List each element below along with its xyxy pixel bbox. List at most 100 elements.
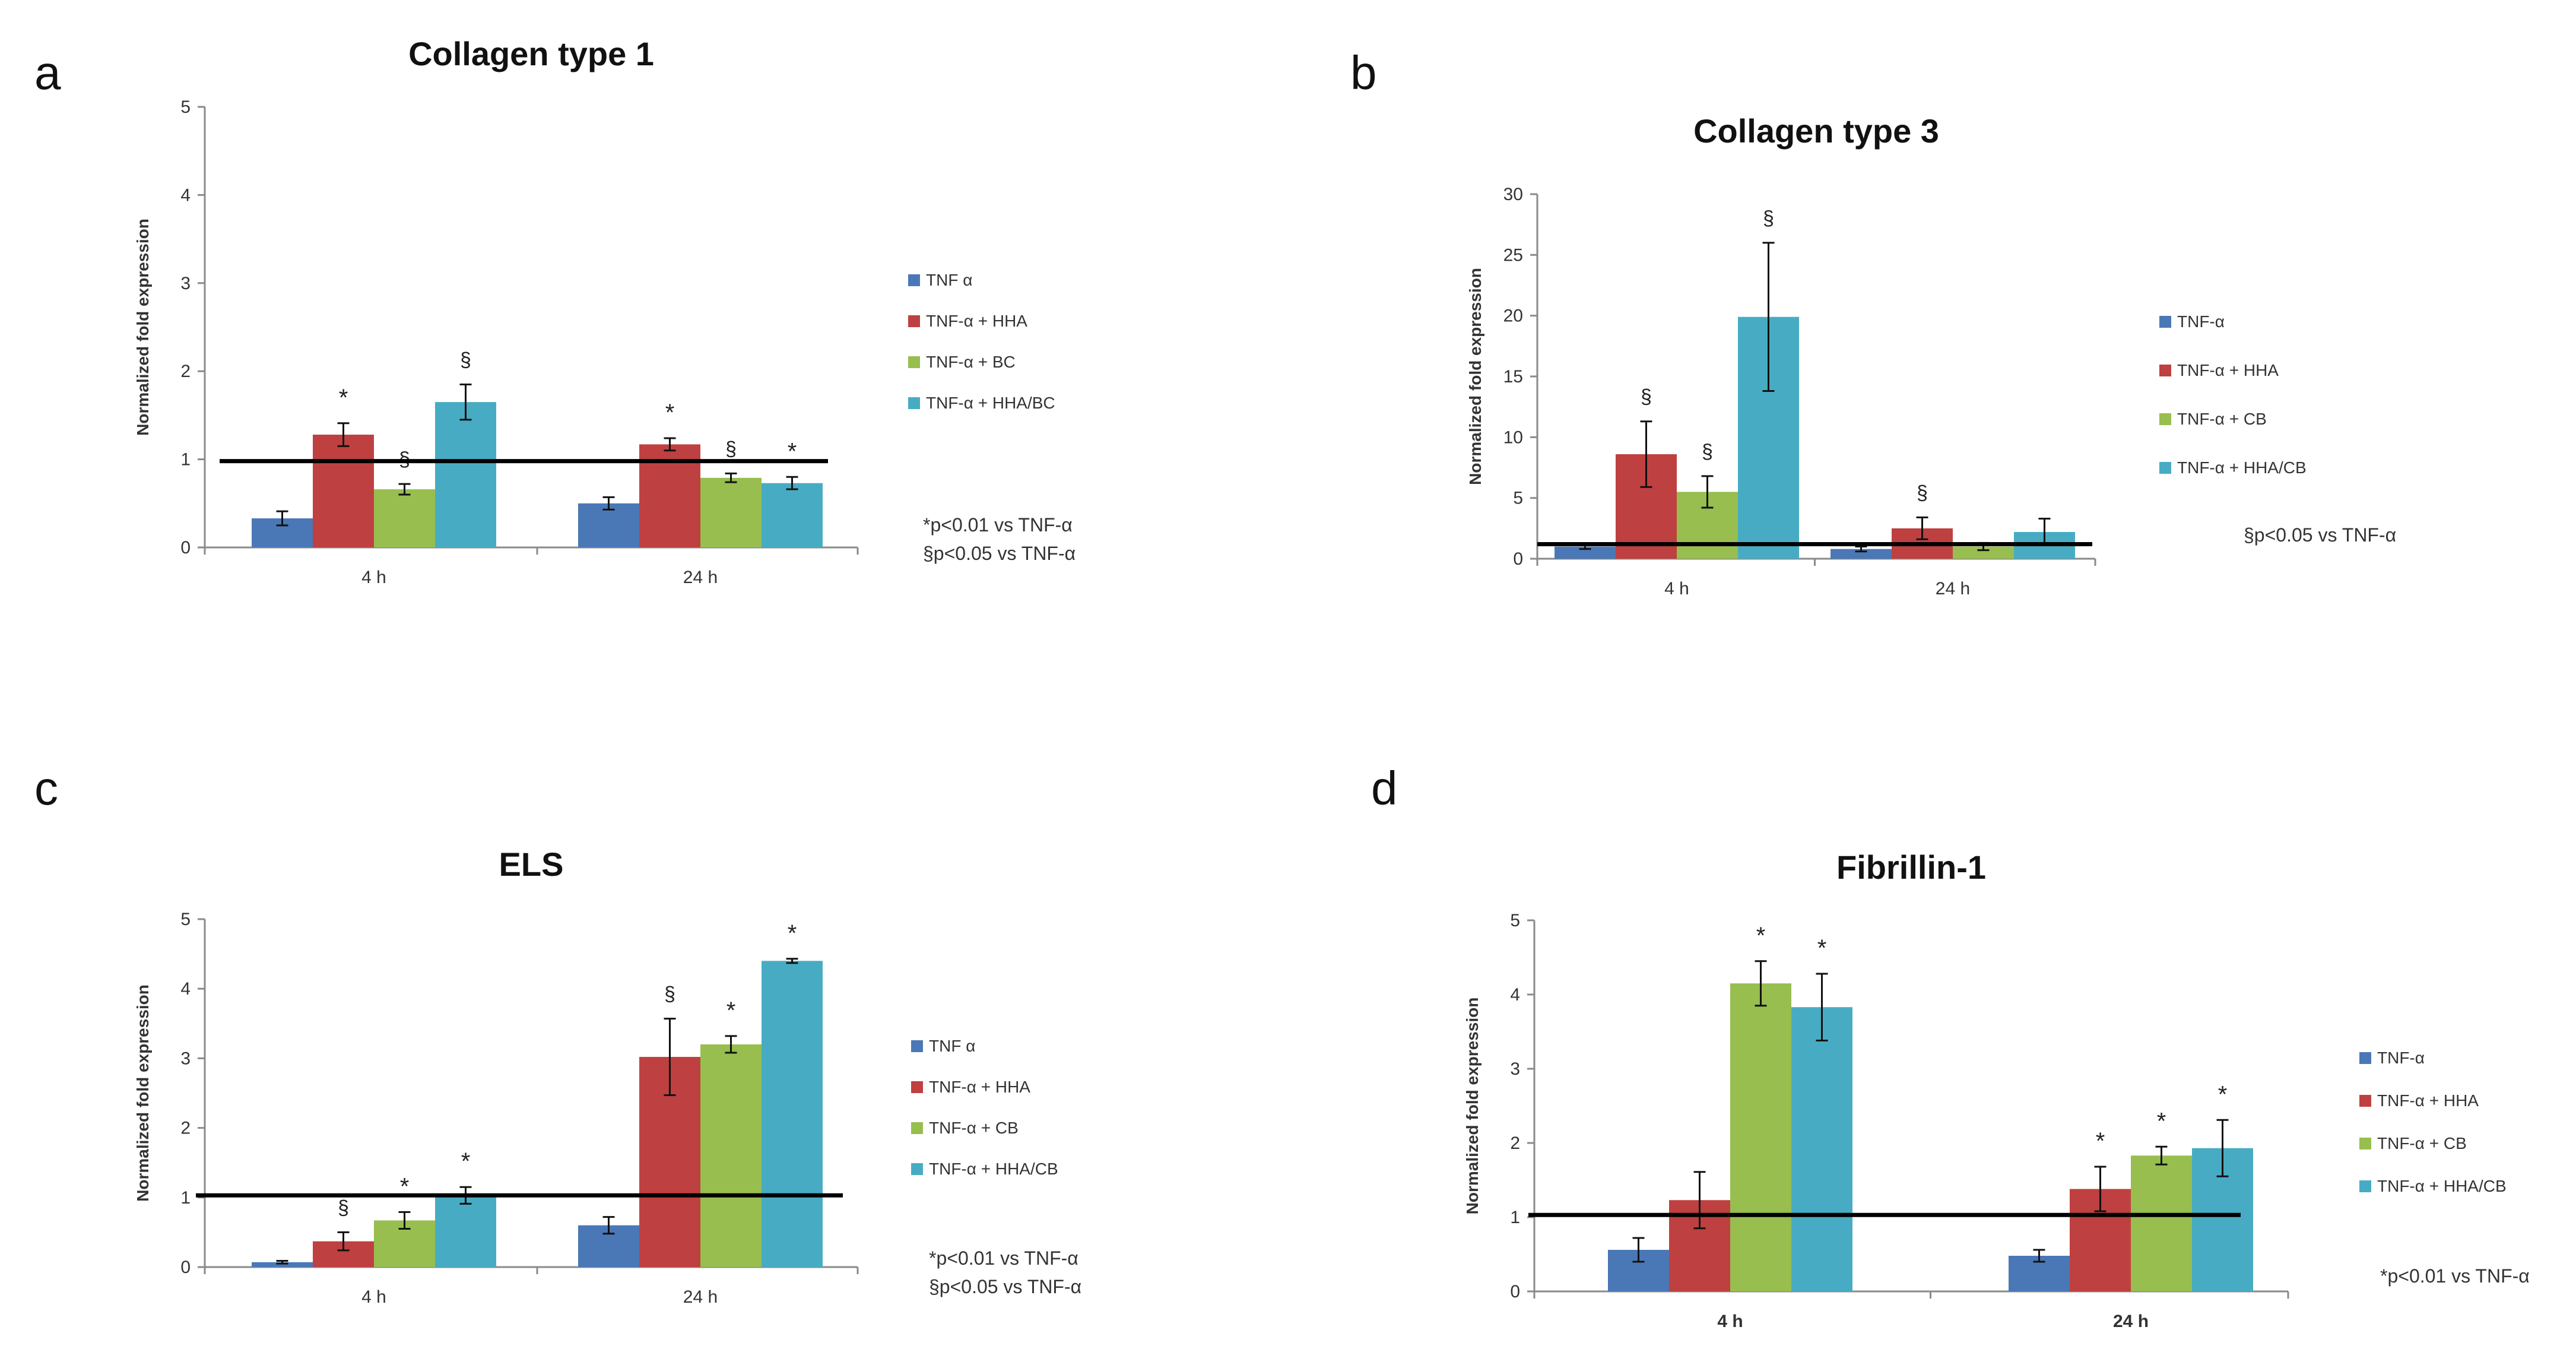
significance-note: §p<0.05 vs TNF-α <box>929 1276 1081 1297</box>
legend-label: TNF-α + HHA <box>2377 1091 2479 1110</box>
bar-cb <box>700 477 762 547</box>
y-axis-label: Normalized fold expression <box>1466 268 1484 485</box>
significance-mark: * <box>727 998 736 1024</box>
panel-letter: a <box>34 46 61 99</box>
significance-mark: * <box>400 1173 410 1199</box>
legend-label: TNF-α + HHA/CB <box>929 1160 1058 1178</box>
significance-mark: * <box>788 920 797 946</box>
y-tick-label: 5 <box>1510 911 1520 930</box>
bar-tnf <box>1831 549 1892 559</box>
y-tick-label: 1 <box>1510 1208 1520 1227</box>
y-tick-label: 5 <box>180 910 191 929</box>
y-tick-label: 5 <box>1513 489 1523 508</box>
significance-note: *p<0.01 vs TNF-α <box>2380 1265 2530 1287</box>
legend-label: TNF-α + HHA/CB <box>2377 1177 2507 1195</box>
panel-letter: b <box>1350 46 1377 99</box>
chart-c: c ELS 0 1 2 3 4 5 Normalized fold expression § * * 4… <box>34 762 1081 1307</box>
significance-note: *p<0.01 vs TNF-α <box>929 1247 1078 1269</box>
x-tick-label: 4 h <box>1717 1312 1743 1331</box>
significance-mark: * <box>339 385 348 411</box>
y-tick-label: 1 <box>180 1188 191 1208</box>
chart-d: d Fibrillin-1 0 1 2 3 4 5 Normalized fold expres… <box>1371 762 2530 1331</box>
significance-mark: § <box>664 983 675 1006</box>
legend-label: TNF-α + HHA <box>929 1078 1030 1096</box>
legend-label: TNF-α + CB <box>929 1119 1019 1137</box>
y-tick-label: 2 <box>180 362 191 381</box>
y-tick-label: 3 <box>180 274 191 293</box>
significance-mark: § <box>1763 207 1774 230</box>
y-tick-label: 30 <box>1503 185 1523 204</box>
legend-swatch <box>2159 462 2171 474</box>
significance-note: §p<0.05 vs TNF-α <box>2244 524 2396 546</box>
bar-hha-cb <box>1791 1007 1852 1291</box>
panel-letter: d <box>1371 762 1398 815</box>
legend-label: TNF α <box>929 1037 975 1055</box>
significance-note: *p<0.01 vs TNF-α <box>923 514 1073 536</box>
legend-swatch <box>2359 1180 2371 1192</box>
significance-mark: * <box>665 400 675 426</box>
x-tick-label: 4 h <box>1664 579 1689 598</box>
significance-mark: * <box>461 1148 471 1174</box>
bar-hha-cb <box>762 961 823 1267</box>
legend-swatch <box>2159 316 2171 328</box>
bar-hha <box>313 435 374 547</box>
significance-mark: § <box>460 349 471 371</box>
y-tick-label: 1 <box>180 450 191 470</box>
significance-mark: § <box>1917 482 1928 504</box>
y-tick-label: 0 <box>180 1258 191 1277</box>
y-tick-label: 4 <box>180 185 191 205</box>
legend-swatch <box>908 274 920 286</box>
significance-note: §p<0.05 vs TNF-α <box>923 543 1076 564</box>
y-tick-label: 10 <box>1503 428 1523 447</box>
bar-hha-cb <box>762 483 823 547</box>
legend-swatch <box>911 1040 923 1052</box>
significance-mark: § <box>1641 386 1652 408</box>
legend-swatch <box>908 356 920 368</box>
chart-title: Collagen type 1 <box>408 35 654 72</box>
legend-label: TNF-α + HHA/BC <box>926 394 1055 412</box>
significance-mark: § <box>725 438 737 460</box>
bar-cb <box>1730 983 1791 1291</box>
legend-swatch <box>911 1081 923 1093</box>
legend-swatch <box>2159 413 2171 425</box>
legend-label: TNF-α + CB <box>2377 1134 2467 1152</box>
significance-mark: * <box>2157 1108 2166 1134</box>
legend-label: TNF-α + HHA <box>2177 361 2279 379</box>
x-tick-label: 24 h <box>683 568 718 587</box>
significance-mark: * <box>788 438 797 464</box>
y-tick-label: 3 <box>180 1049 191 1068</box>
panel-letter: c <box>34 762 58 815</box>
chart-title: Fibrillin-1 <box>1836 848 1986 886</box>
legend-label: TNF-α + CB <box>2177 410 2267 428</box>
y-tick-label: 2 <box>180 1119 191 1138</box>
y-tick-label: 20 <box>1503 306 1523 326</box>
legend-swatch <box>2359 1052 2371 1064</box>
y-tick-label: 5 <box>180 97 191 117</box>
x-tick-label: 24 h <box>683 1287 718 1307</box>
legend-swatch <box>911 1122 923 1134</box>
bar-cb <box>374 489 435 547</box>
legend-swatch <box>911 1163 923 1175</box>
chart-title: ELS <box>499 846 564 883</box>
x-tick-label: 24 h <box>2113 1312 2149 1331</box>
bar-tnf <box>252 1262 313 1267</box>
significance-mark: * <box>2218 1081 2228 1107</box>
x-tick-label: 4 h <box>361 1287 386 1307</box>
significance-mark: § <box>338 1196 349 1219</box>
legend-label: TNF-α + HHA/CB <box>2177 458 2307 477</box>
legend-label: TNF-α <box>2177 312 2225 331</box>
y-tick-label: 4 <box>1510 985 1520 1005</box>
y-tick-label: 3 <box>1510 1059 1520 1079</box>
chart-title: Collagen type 3 <box>1693 112 1939 150</box>
y-axis-label: Normalized fold expression <box>134 218 152 436</box>
y-tick-label: 4 <box>180 979 191 999</box>
bar-hha-cb <box>435 1195 496 1267</box>
significance-mark: * <box>1756 923 1766 949</box>
legend-swatch <box>908 315 920 327</box>
significance-mark: * <box>1817 935 1827 961</box>
y-tick-label: 25 <box>1503 245 1523 265</box>
significance-mark: § <box>1702 441 1713 463</box>
chart-b: b Collagen type 3 0 5 10 15 20 25 30 Normalized f… <box>1350 46 2396 598</box>
y-tick-label: 0 <box>1510 1282 1520 1302</box>
